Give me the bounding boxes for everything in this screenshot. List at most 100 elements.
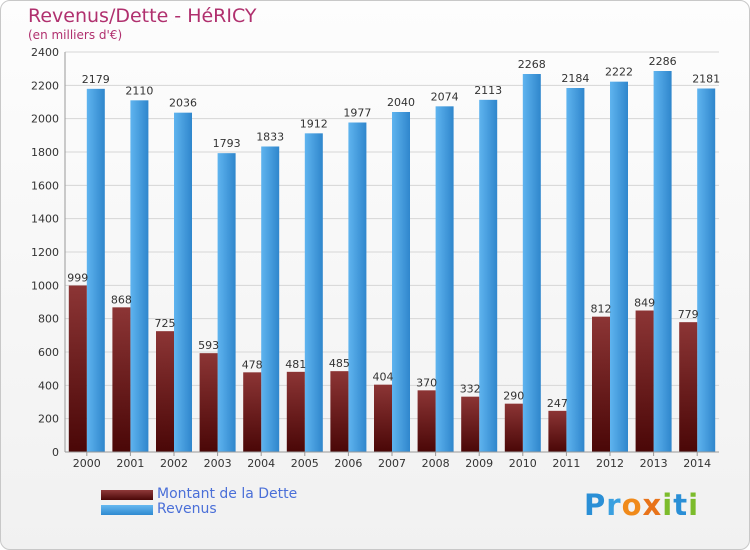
x-tick-label: 2001 — [116, 457, 144, 470]
bar-dette — [548, 410, 567, 452]
bar-dette — [504, 403, 523, 452]
value-label-dette: 849 — [634, 297, 655, 310]
y-tick-label: 400 — [38, 379, 59, 392]
y-tick-label: 2000 — [31, 113, 59, 126]
value-label-dette: 370 — [416, 376, 437, 389]
value-label-revenus: 2179 — [82, 73, 110, 86]
value-label-revenus: 2268 — [518, 58, 546, 71]
bar-dette — [374, 384, 392, 452]
bar-revenus — [522, 74, 541, 452]
y-tick-label: 1400 — [31, 213, 59, 226]
bar-revenus — [261, 146, 280, 452]
value-label-dette: 332 — [460, 383, 481, 396]
bar-dette — [286, 371, 305, 452]
bar-dette — [679, 322, 698, 452]
logo-letter: o — [621, 488, 643, 522]
x-tick-label: 2014 — [683, 457, 711, 470]
chart-subtitle: (en milliers d'€) — [28, 28, 123, 42]
bar-dette — [417, 390, 436, 452]
value-label-dette: 779 — [678, 308, 699, 321]
value-label-revenus: 1833 — [256, 131, 284, 144]
value-label-revenus: 2181 — [692, 73, 720, 86]
x-tick-label: 2005 — [291, 457, 319, 470]
value-label-dette: 999 — [67, 272, 88, 285]
x-tick-label: 2003 — [204, 457, 232, 470]
x-tick-label: 2010 — [509, 457, 537, 470]
y-tick-label: 1000 — [31, 279, 59, 292]
logo-letter: t — [673, 488, 689, 522]
bar-revenus — [217, 153, 236, 452]
value-label-dette: 247 — [547, 397, 568, 410]
bar-revenus — [653, 71, 672, 452]
value-label-revenus: 2074 — [431, 90, 459, 103]
value-label-dette: 485 — [329, 357, 350, 370]
legend-label-revenus: Revenus — [157, 501, 217, 517]
value-label-revenus: 1977 — [343, 107, 371, 120]
value-label-dette: 868 — [111, 293, 132, 306]
x-tick-label: 2013 — [640, 457, 668, 470]
bar-revenus — [610, 81, 628, 453]
y-tick-label: 0 — [52, 446, 59, 459]
bar-revenus — [304, 133, 323, 453]
y-tick-label: 2400 — [31, 46, 59, 59]
legend-swatch-debt — [101, 490, 153, 500]
bar-dette — [592, 316, 610, 452]
logo-letter: i — [662, 488, 674, 522]
bar-revenus — [566, 88, 585, 452]
value-label-revenus: 1793 — [213, 137, 241, 150]
logo-letter: x — [642, 488, 663, 522]
y-tick-label: 1800 — [31, 146, 59, 159]
bar-revenus — [174, 112, 192, 453]
y-tick-label: 800 — [38, 313, 59, 326]
y-tick-label: 1200 — [31, 246, 59, 259]
value-label-dette: 481 — [285, 358, 306, 371]
proxiti-logo: Proxiti — [584, 488, 699, 522]
bar-dette — [199, 353, 218, 452]
bar-dette — [635, 310, 654, 452]
value-label-revenus: 2286 — [649, 55, 677, 68]
value-label-dette: 593 — [198, 339, 219, 352]
bar-revenus — [479, 99, 498, 452]
chart-title: Revenus/Dette - HéRICY — [28, 5, 257, 27]
bar-revenus — [348, 122, 367, 452]
value-label-dette: 725 — [155, 317, 176, 330]
x-tick-label: 2012 — [596, 457, 624, 470]
y-tick-label: 600 — [38, 346, 59, 359]
value-label-dette: 812 — [591, 303, 612, 316]
y-tick-label: 2200 — [31, 79, 59, 92]
value-label-dette: 404 — [373, 371, 394, 384]
bar-dette — [461, 396, 480, 452]
bar-dette — [330, 371, 349, 452]
x-tick-label: 2007 — [378, 457, 406, 470]
y-tick-label: 200 — [38, 413, 59, 426]
logo-letter: P — [584, 488, 607, 522]
bar-dette — [112, 307, 131, 452]
value-label-revenus: 1912 — [300, 117, 328, 130]
value-label-dette: 478 — [242, 358, 263, 371]
bar-revenus — [435, 106, 454, 452]
x-tick-label: 2004 — [247, 457, 275, 470]
bar-dette — [68, 285, 87, 452]
bar-revenus — [86, 88, 105, 452]
bar-revenus — [392, 112, 410, 452]
bar-revenus — [697, 88, 716, 452]
value-label-revenus: 2036 — [169, 97, 197, 110]
legend-swatch-revenus — [101, 505, 153, 515]
value-label-revenus: 2113 — [474, 84, 502, 97]
x-tick-label: 2000 — [73, 457, 101, 470]
logo-letter: i — [688, 488, 700, 522]
value-label-revenus: 2184 — [561, 72, 589, 85]
x-tick-label: 2006 — [334, 457, 362, 470]
value-label-revenus: 2222 — [605, 66, 633, 79]
bar-revenus — [130, 100, 149, 452]
value-label-revenus: 2040 — [387, 96, 415, 109]
legend-label-debt: Montant de la Dette — [157, 486, 298, 502]
bar-dette — [243, 372, 262, 452]
logo-letter: r — [606, 488, 622, 522]
x-tick-label: 2011 — [552, 457, 580, 470]
y-tick-label: 1600 — [31, 179, 59, 192]
value-label-revenus: 2110 — [125, 84, 153, 97]
value-label-dette: 290 — [503, 390, 524, 403]
